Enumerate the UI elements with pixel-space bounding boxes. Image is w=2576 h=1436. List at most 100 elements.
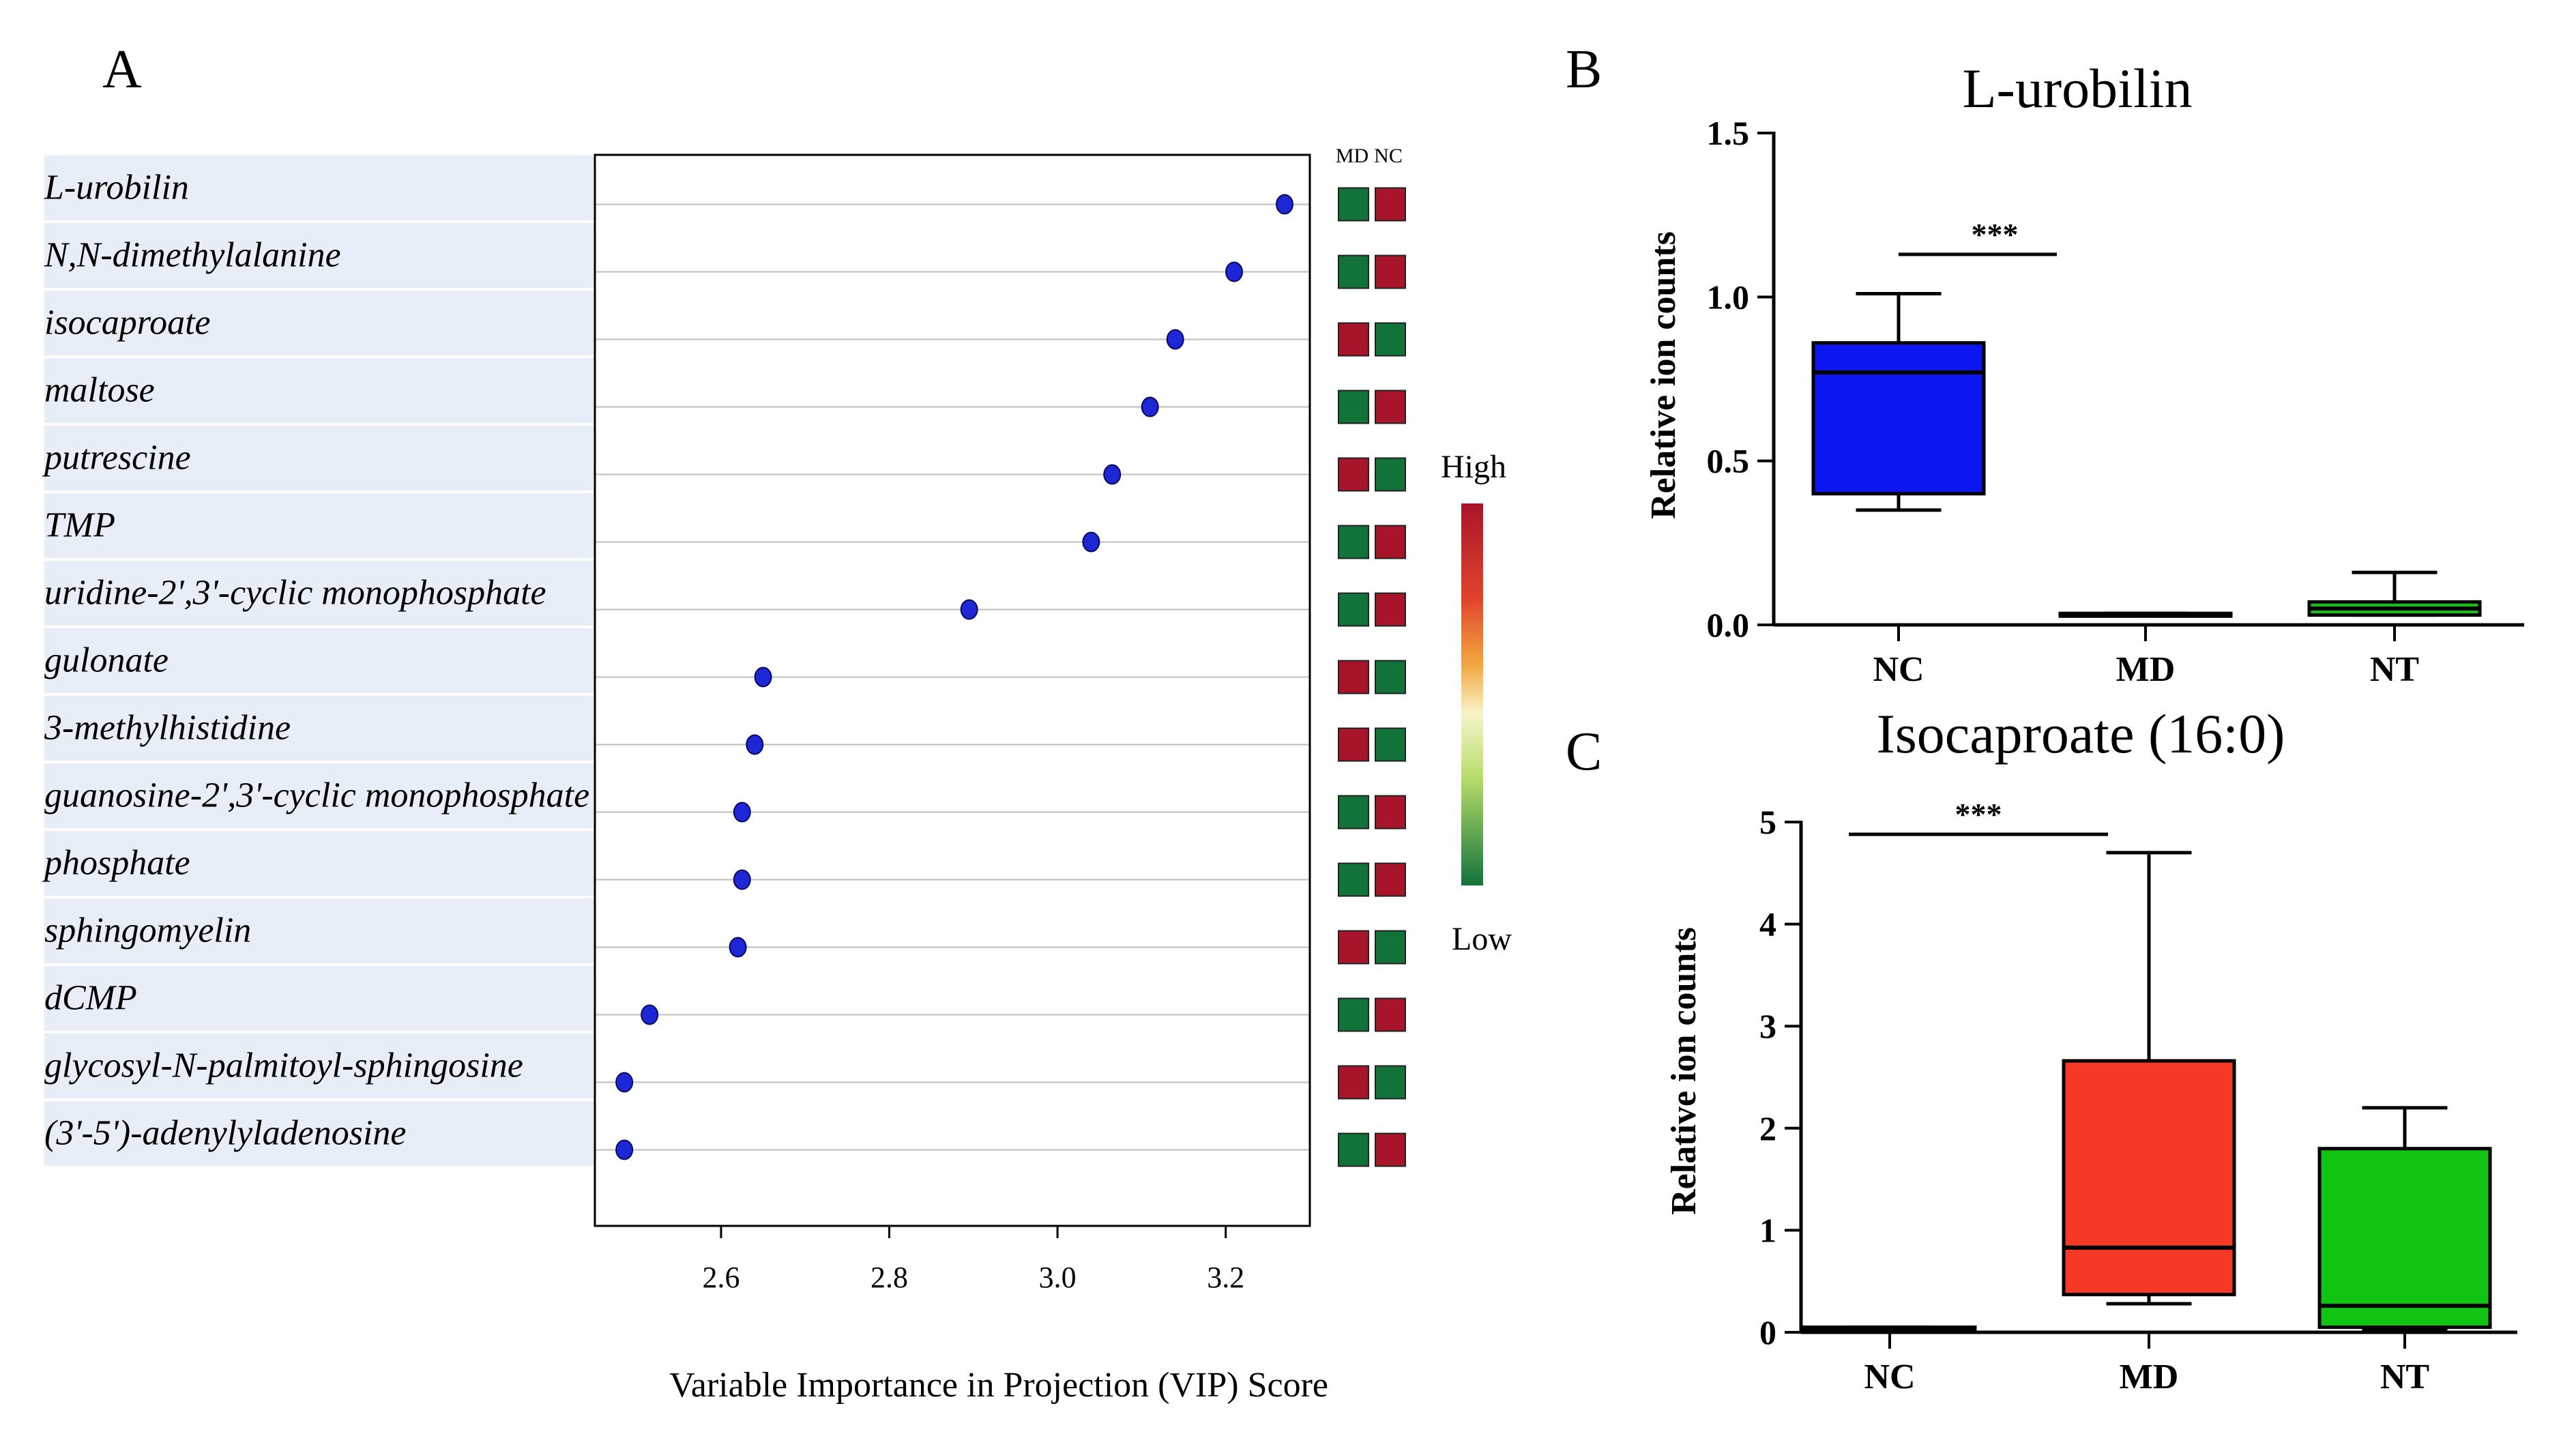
vip-x-axis-label: Variable Importance in Projection (VIP) … [669,1366,1328,1405]
panel-b-x-ticks: NC MD NT [1873,625,2419,689]
heatmap-cell [1338,930,1369,965]
vip-score-point [746,734,764,755]
x-tick-label: NC [1864,1358,1915,1396]
vip-score-point [1082,531,1100,553]
metabolite-label: isocaproate [44,304,211,342]
vip-score-point [733,869,751,890]
heatmap-cell [1375,525,1406,559]
metabolite-label: L-urobilin [44,168,189,207]
y-tick-label: 0.5 [1707,442,1750,480]
metabolite-label: (3'-5')-adenylyladenosine [44,1114,407,1153]
metabolite-label: uridine-2',3'-cyclic monophosphate [44,574,546,613]
heatmap-cell [1375,592,1406,627]
vip-score-point [960,599,978,620]
heatmap-cell [1338,1132,1369,1167]
metabolite-row-bands [44,156,594,1166]
legend-high-label: High [1441,449,1506,485]
panel-c-y-axis-label: Relative ion counts [1665,927,1703,1215]
y-tick-label: 1.0 [1707,278,1750,316]
heatmap-cell [1375,1065,1406,1100]
y-tick-label: 0.0 [1707,606,1750,644]
heatmap-cell [1375,187,1406,222]
vip-x-tick-label: 3.2 [1207,1261,1244,1294]
group-heatmap [1338,187,1406,1167]
vip-x-tick-label: 2.8 [870,1261,908,1294]
metabolite-row-band [44,763,594,828]
heatmap-cell [1338,322,1369,357]
heatmap-cell [1338,254,1369,289]
panel-label-c: C [1566,722,1602,782]
metabolite-row-band [44,561,594,626]
y-tick-label: 4 [1759,905,1776,943]
heatmap-cell [1338,862,1369,897]
panel-c-y-ticks: 0 1 2 3 4 5 [1759,803,1801,1351]
vip-plot-frame [594,153,1311,1227]
metabolite-row-band [44,696,594,761]
box-md [2062,1059,2236,1297]
metabolite-labels: L-urobilin N,N-dimethylalanine isocaproate… [42,168,589,1153]
x-tick-label: MD [2120,1358,2179,1396]
metabolite-label: dCMP [44,979,137,1018]
heatmap-cell [1375,930,1406,965]
panel-c-x-ticks: NC MD NT [1864,1332,2429,1396]
vip-score-point [733,802,751,823]
panel-b-title: L-urobilin [1962,57,2192,119]
heatmap-cell [1338,997,1369,1032]
heatmap-cell [1338,1065,1369,1100]
panel-c-axes [1799,821,2517,1334]
vip-row-gridlines [595,203,1310,1151]
heatmap-cell [1338,525,1369,559]
box-nc [1811,341,1986,496]
x-tick-label: NT [2380,1358,2429,1396]
l-urobilin-box-panel: L-urobilin Relative ion counts 0.0 0.5 1.0… [1644,57,2524,689]
heatmap-cell [1375,997,1406,1032]
metabolite-label: phosphate [42,844,190,883]
metabolite-label: gulonate [44,641,169,680]
heatmap-cell [1338,660,1369,694]
heatmap-cell [1375,727,1406,762]
vip-score-point [1225,261,1244,282]
metabolite-label: glycosyl-N-palmitoyl-sphingosine [44,1046,523,1085]
metabolite-row-band [44,156,594,220]
heatmap-cell [1338,457,1369,492]
panel-b-boxes [1811,292,2482,618]
metabolite-row-band [44,898,594,963]
vip-score-point [615,1072,634,1093]
vip-score-point [1276,194,1294,215]
metabolite-row-band [44,291,594,355]
vip-score-point [754,666,772,688]
metabolite-label: putrescine [42,439,191,478]
heatmap-column-nc: NC [1374,145,1403,167]
metabolite-label: TMP [44,506,115,545]
heatmap-cell [1375,457,1406,492]
panel-c-significance: *** [1849,797,2108,836]
metabolite-label: N,N-dimethylalanine [44,236,341,275]
heatmap-column-md: MD [1336,145,1368,167]
x-tick-label: MD [2116,650,2176,689]
heatmap-color-scale [1461,503,1483,885]
heatmap-cell [1375,1132,1406,1167]
vip-score-point [615,1139,634,1160]
metabolite-row-band [44,831,594,896]
heatmap-cell [1375,254,1406,289]
panel-label-b: B [1566,40,1602,100]
metabolite-row-band [44,966,594,1031]
heatmap-cell [1375,862,1406,897]
heatmap-cell [1375,795,1406,830]
panel-b-significance: *** [1899,217,2057,257]
heatmap-cell [1375,322,1406,357]
panel-b-y-axis-label: Relative ion counts [1644,231,1683,519]
heatmap-cell [1338,592,1369,627]
metabolite-row-band [44,426,594,490]
vip-score-point [1103,464,1122,485]
vip-score-point [1141,396,1159,417]
y-tick-label: 1 [1759,1211,1776,1249]
legend-low-label: Low [1452,921,1512,957]
significance-label: *** [1955,797,2002,832]
metabolite-row-band [44,1101,594,1166]
vip-score-points [615,194,1294,1160]
heatmap-cell [1338,727,1369,762]
vip-x-ticks: 2.6 2.8 3.0 3.2 [702,1226,1244,1294]
y-tick-label: 0 [1759,1313,1776,1351]
